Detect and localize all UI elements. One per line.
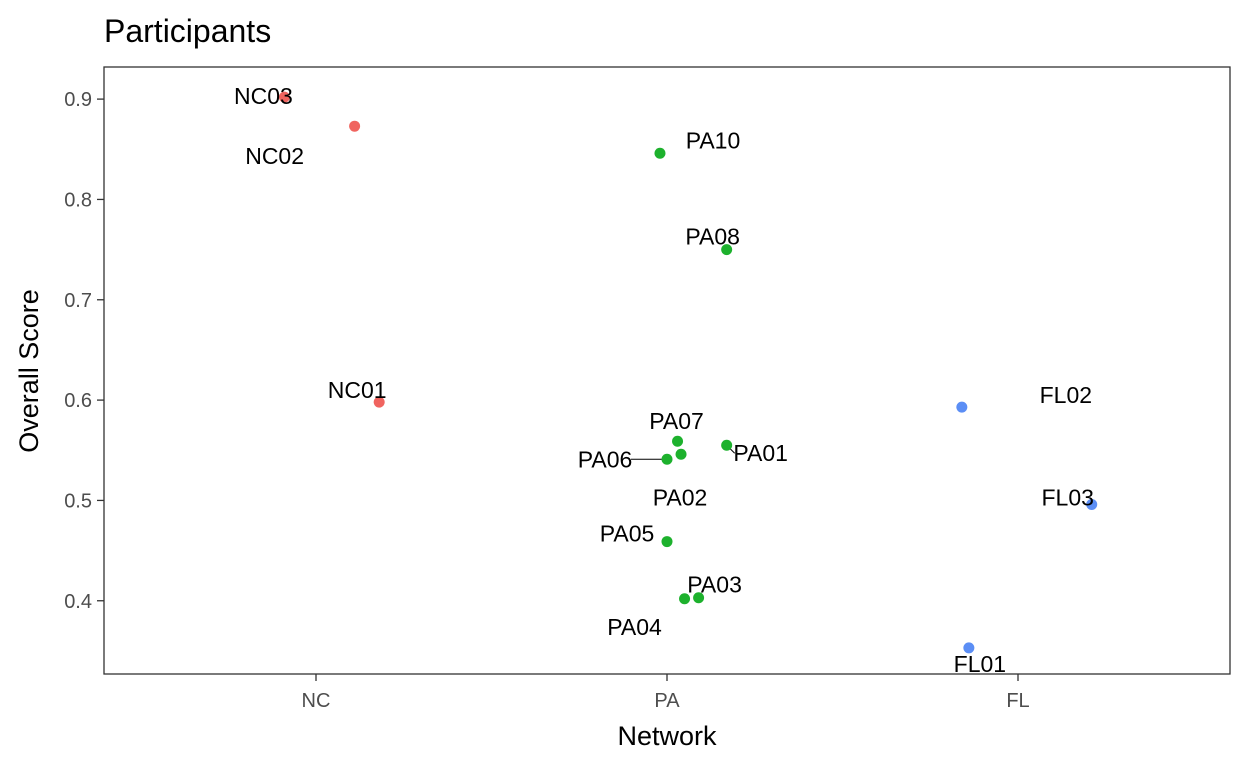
- data-point-pa05: [661, 536, 673, 548]
- data-points: [278, 91, 1098, 654]
- y-tick-label: 0.5: [64, 490, 92, 512]
- data-point-nc01: [373, 396, 385, 408]
- data-point-pa08: [721, 244, 733, 256]
- data-point-fl01: [963, 642, 975, 654]
- point-label-fl02: FL02: [1040, 382, 1092, 408]
- point-label-nc02: NC02: [245, 143, 304, 169]
- point-label-pa10: PA10: [686, 127, 741, 153]
- data-point-nc02: [349, 120, 361, 132]
- point-label-nc03: NC03: [234, 83, 293, 109]
- x-axis-title: Network: [617, 721, 717, 751]
- point-label-nc01: NC01: [328, 377, 387, 403]
- y-tick-label: 0.9: [64, 89, 92, 111]
- data-point-fl02: [956, 401, 968, 413]
- point-labels: NC03 NC02 NC01 PA10 PA08 PA07 PA01 PA02 PA06 PA05…: [234, 83, 1094, 677]
- point-label-fl03: FL03: [1041, 484, 1093, 510]
- x-axis: NC PA FL: [302, 674, 1030, 712]
- y-tick-label: 0.8: [64, 189, 92, 211]
- data-point-pa07: [672, 435, 684, 447]
- point-label-pa07: PA07: [649, 408, 704, 434]
- y-tick-label: 0.6: [64, 390, 92, 412]
- y-axis: 0.4 0.5 0.6 0.7 0.8 0.9: [64, 89, 104, 613]
- y-tick-label: 0.7: [64, 290, 92, 312]
- y-axis-title: Overall Score: [14, 289, 44, 453]
- data-point-nc03: [278, 91, 290, 103]
- data-point-pa03: [693, 592, 705, 604]
- data-point-pa01: [721, 439, 733, 451]
- x-tick-label: PA: [654, 690, 680, 712]
- point-label-fl01: FL01: [954, 651, 1006, 677]
- x-tick-label: FL: [1006, 690, 1029, 712]
- chart-title: Participants: [104, 13, 271, 49]
- y-tick-label: 0.4: [64, 591, 92, 613]
- x-tick-label: NC: [302, 690, 331, 712]
- data-point-pa04: [679, 593, 691, 605]
- point-label-pa06: PA06: [578, 446, 633, 472]
- data-point-pa10: [654, 147, 666, 159]
- point-label-pa03: PA03: [687, 572, 742, 598]
- point-label-pa02: PA02: [653, 484, 708, 510]
- point-label-pa01: PA01: [733, 440, 788, 466]
- point-label-pa08: PA08: [685, 224, 740, 250]
- data-point-pa06: [661, 453, 673, 465]
- point-label-pa04: PA04: [607, 614, 662, 640]
- data-point-fl03: [1086, 498, 1098, 510]
- data-point-pa02: [675, 448, 687, 460]
- point-label-pa05: PA05: [600, 521, 655, 547]
